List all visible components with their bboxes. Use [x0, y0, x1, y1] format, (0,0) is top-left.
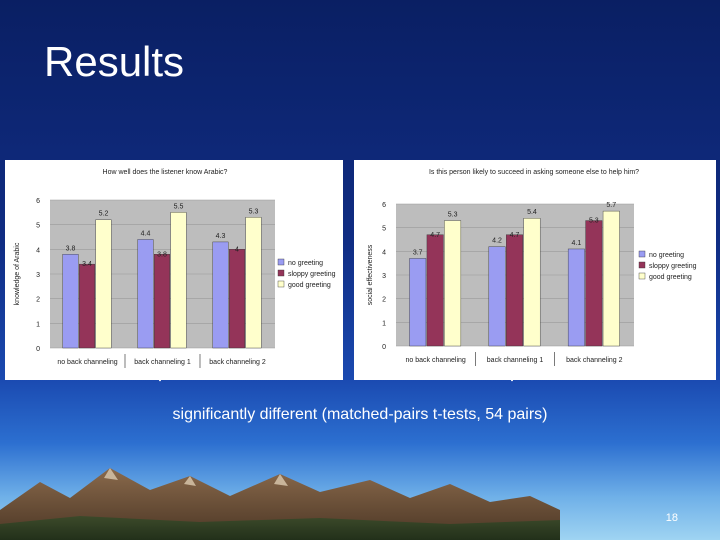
- right-chart-data-label: 4.2: [492, 238, 502, 245]
- right-chart-bar: [409, 258, 427, 347]
- right-chart-data-label: 4.7: [510, 232, 520, 239]
- left-chart-data-label: 4.3: [216, 233, 226, 240]
- left-chart-bar: [212, 241, 229, 349]
- right-chart-data-label: 4.7: [430, 232, 440, 239]
- significance-brackets: [39, 360, 631, 382]
- chart-svg-right: Is this person likely to succeed in aski…: [367, 169, 697, 366]
- right-chart-ytick-label: 6: [382, 202, 386, 209]
- bracket-left-chart: [39, 360, 281, 382]
- right-chart-ytick-label: 3: [382, 273, 386, 280]
- left-chart-ytick-label: 4: [36, 247, 40, 254]
- right-chart-category-label: back channeling 1: [487, 357, 544, 364]
- left-chart-ytick-label: 6: [36, 198, 40, 205]
- right-chart-data-label: 3.7: [413, 249, 423, 256]
- left-chart-legend-swatch: [277, 269, 285, 277]
- right-chart-title: Is this person likely to succeed in aski…: [429, 169, 639, 176]
- left-chart-bar: [137, 239, 154, 349]
- right-chart-data-label: 5.4: [527, 209, 537, 216]
- right-chart-ytick-label: 0: [382, 344, 386, 351]
- significance-caption: significantly different (matched-pairs t…: [172, 406, 548, 423]
- right-chart-category-label: back channeling 2: [566, 357, 623, 364]
- right-chart-bar: [488, 246, 506, 347]
- left-chart-legend-label: good greeting: [288, 282, 331, 289]
- right-chart-data-label: 5.3: [448, 212, 458, 219]
- left-chart-bar: [245, 217, 262, 349]
- right-chart-ytick-label: 5: [382, 226, 386, 233]
- right-chart-legend-label: sloppy greeting: [649, 263, 697, 270]
- left-chart-data-label: 3.8: [157, 251, 167, 258]
- left-chart-bar: [79, 263, 95, 349]
- left-chart-bar: [229, 249, 245, 349]
- left-chart-data-label: 5.5: [174, 203, 184, 210]
- right-chart-data-label: 5.7: [606, 202, 616, 209]
- left-chart-bar: [170, 212, 187, 349]
- right-chart-legend-label: good greeting: [649, 274, 692, 281]
- right-chart-ytick-label: 1: [382, 320, 386, 327]
- right-chart-ylabel: social effectiveness: [367, 244, 374, 305]
- right-chart-ytick-label: 4: [382, 249, 386, 256]
- right-chart-ytick-label: 2: [382, 297, 386, 304]
- right-chart-legend-label: no greeting: [649, 252, 684, 259]
- left-chart-legend-swatch: [277, 280, 285, 288]
- mountain-landscape-decoration: [0, 468, 560, 540]
- left-chart-legend-label: no greeting: [288, 260, 323, 267]
- bracket-right-chart: [395, 360, 631, 382]
- left-chart-data-label: 5.3: [249, 208, 259, 215]
- left-chart-ytick-label: 0: [36, 346, 40, 353]
- right-chart-legend-swatch: [638, 272, 646, 280]
- left-chart-category-label: no back channeling: [57, 359, 117, 366]
- left-chart-ytick-label: 5: [36, 223, 40, 230]
- right-chart-bar: [523, 218, 541, 347]
- left-chart-data-label: 3.4: [82, 261, 92, 268]
- left-chart-category-label: back channeling 1: [134, 359, 191, 366]
- left-chart-category-label: back channeling 2: [209, 359, 266, 366]
- left-chart-data-label: 4.4: [141, 230, 151, 237]
- left-chart-data-label: 4: [235, 246, 239, 253]
- left-chart-ylabel: knowledge of Arabic: [14, 242, 21, 305]
- chart-social-effectiveness: Is this person likely to succeed in aski…: [354, 160, 716, 380]
- left-chart-ytick-label: 3: [36, 272, 40, 279]
- right-chart-bar: [602, 210, 620, 347]
- right-chart-category-label: no back channeling: [406, 357, 466, 364]
- right-chart-bar: [506, 234, 523, 347]
- left-chart-data-label: 3.8: [66, 245, 76, 252]
- right-chart-legend-swatch: [638, 250, 646, 258]
- page-number: 18: [665, 512, 678, 524]
- right-chart-bar: [585, 220, 603, 347]
- left-chart-legend-swatch: [277, 258, 285, 266]
- left-chart-bar: [95, 219, 112, 349]
- left-chart-bar: [62, 254, 79, 349]
- left-chart-ytick-label: 1: [36, 321, 40, 328]
- left-chart-title: How well does the listener know Arabic?: [103, 169, 228, 176]
- right-chart-bar: [426, 234, 444, 347]
- right-chart-bar: [567, 248, 585, 347]
- right-chart-legend-swatch: [638, 261, 646, 269]
- left-chart-data-label: 5.2: [99, 211, 109, 218]
- left-chart-legend-label: sloppy greeting: [288, 271, 336, 278]
- right-chart-bar: [444, 220, 462, 347]
- chart-knowledge-of-arabic: How well does the listener know Arabic? 0…: [5, 160, 343, 380]
- slide-title: Results: [44, 38, 185, 85]
- right-chart-data-label: 5.3: [589, 218, 599, 225]
- left-chart-ytick-label: 2: [36, 297, 40, 304]
- chart-svg-left: How well does the listener know Arabic? 0…: [14, 169, 336, 368]
- left-chart-bar: [154, 254, 170, 349]
- right-chart-data-label: 4.1: [572, 240, 582, 247]
